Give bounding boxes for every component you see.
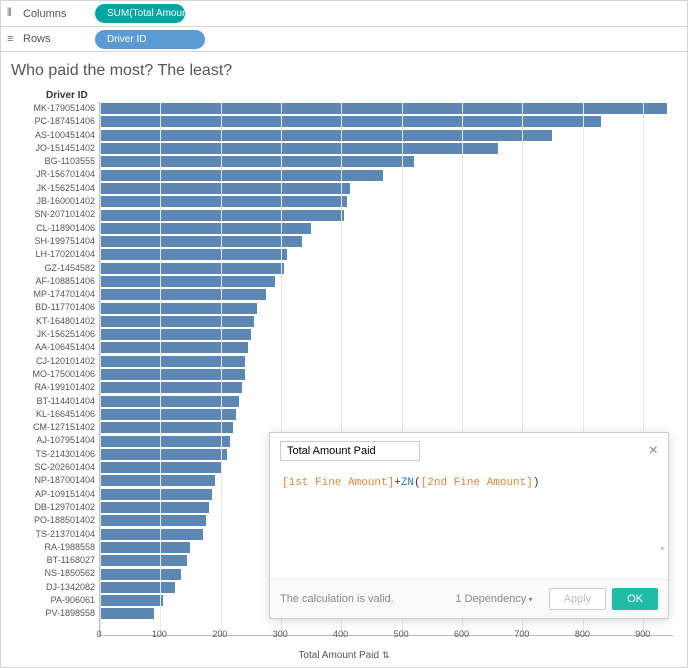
calculation-name-input[interactable] (280, 441, 420, 461)
bar[interactable] (100, 235, 673, 248)
bar[interactable] (100, 115, 673, 128)
sort-icon: ⇅ (382, 650, 390, 661)
dialog-footer: The calculation is valid. 1 Dependency A… (270, 579, 668, 618)
close-icon[interactable]: × (649, 443, 658, 459)
y-tick-label: GZ-1454582 (11, 262, 95, 275)
columns-pill[interactable]: SUM(Total Amount P... (95, 4, 185, 23)
x-tick: 300 (273, 629, 288, 639)
bar[interactable] (100, 262, 673, 275)
y-tick-label: BD-117701406 (11, 301, 95, 314)
expand-caret-icon[interactable]: ▸ (660, 543, 666, 555)
rows-label: Rows (23, 33, 95, 45)
dialog-header: × (270, 433, 668, 469)
bar[interactable] (100, 222, 673, 235)
y-tick-label: BT-1168027 (11, 554, 95, 567)
y-tick-label: SH-199751404 (11, 235, 95, 248)
ok-button[interactable]: OK (612, 588, 658, 610)
y-tick-label: BG-1103555 (11, 155, 95, 168)
y-tick-label: PA-906061 (11, 594, 95, 607)
y-tick-label: JB-160001402 (11, 195, 95, 208)
bar[interactable] (100, 315, 673, 328)
y-tick-label: JO-151451402 (11, 142, 95, 155)
y-tick-label: NS-1850562 (11, 567, 95, 580)
bar[interactable] (100, 368, 673, 381)
bar[interactable] (100, 208, 673, 221)
y-tick-label: TS-214301406 (11, 448, 95, 461)
y-tick-label: TS-213701404 (11, 528, 95, 541)
bar[interactable] (100, 195, 673, 208)
y-tick-label: MO-175001406 (11, 368, 95, 381)
formula-editor[interactable]: [1st Fine Amount]+ZN([2nd Fine Amount]) … (270, 469, 668, 579)
x-tick: 500 (394, 629, 409, 639)
validation-status: The calculation is valid. (280, 593, 394, 605)
chart-title: Who paid the most? The least? (11, 62, 673, 80)
y-tick-label: KL-166451406 (11, 408, 95, 421)
x-tick: 400 (333, 629, 348, 639)
columns-shelf[interactable]: ⦀ Columns SUM(Total Amount P... (0, 0, 688, 26)
bar[interactable] (100, 155, 673, 168)
columns-label: Columns (23, 8, 95, 20)
bar[interactable] (100, 168, 673, 181)
y-tick-label: KT-164801402 (11, 315, 95, 328)
bar[interactable] (100, 301, 673, 314)
y-tick-label: CM-127151402 (11, 421, 95, 434)
x-tick: 700 (514, 629, 529, 639)
y-tick-label: SN-207101402 (11, 208, 95, 221)
bar[interactable] (100, 355, 673, 368)
bar[interactable] (100, 328, 673, 341)
calculation-dialog: × [1st Fine Amount]+ZN([2nd Fine Amount]… (269, 432, 669, 619)
viz-area: Who paid the most? The least? Driver ID … (0, 52, 688, 668)
bar[interactable] (100, 248, 673, 261)
y-tick-label: AP-109151404 (11, 488, 95, 501)
x-axis-title: Total Amount Paid⇅ (298, 650, 389, 661)
y-tick-label: RA-1988558 (11, 541, 95, 554)
y-tick-label: PC-187451406 (11, 115, 95, 128)
y-tick-label: PO-188501402 (11, 514, 95, 527)
y-tick-label: AS-100451404 (11, 129, 95, 142)
rows-shelf[interactable]: ≡ Rows Driver ID (0, 26, 688, 52)
x-tick: 100 (152, 629, 167, 639)
y-tick-label: AJ-107951404 (11, 434, 95, 447)
bar[interactable] (100, 182, 673, 195)
y-tick-label: RA-199101402 (11, 381, 95, 394)
bar[interactable] (100, 102, 673, 115)
rows-icon: ≡ (7, 33, 19, 45)
columns-icon: ⦀ (7, 7, 19, 20)
y-tick-label: CJ-120101402 (11, 355, 95, 368)
y-tick-label: PV-1898558 (11, 607, 95, 620)
rows-pill[interactable]: Driver ID (95, 30, 205, 49)
bar[interactable] (100, 142, 673, 155)
y-tick-label: MP-174701404 (11, 288, 95, 301)
y-tick-label: SC-202601404 (11, 461, 95, 474)
y-tick-label: DJ-1342082 (11, 581, 95, 594)
x-tick: 600 (454, 629, 469, 639)
y-tick-label: JK-156251404 (11, 182, 95, 195)
bar[interactable] (100, 129, 673, 142)
dependency-dropdown[interactable]: 1 Dependency (455, 593, 532, 605)
y-tick-label: BT-114401404 (11, 395, 95, 408)
y-tick-label: AF-108851406 (11, 275, 95, 288)
bar[interactable] (100, 288, 673, 301)
x-tick: 900 (635, 629, 650, 639)
bar[interactable] (100, 381, 673, 394)
y-tick-label: CL-118901406 (11, 222, 95, 235)
y-tick-label: NP-187001404 (11, 474, 95, 487)
y-axis-labels: MK-179051406PC-187451406AS-100451404JO-1… (11, 88, 99, 636)
y-tick-label: JK-156251406 (11, 328, 95, 341)
x-tick: 800 (575, 629, 590, 639)
y-tick-label: LH-170201404 (11, 248, 95, 261)
x-tick: 200 (212, 629, 227, 639)
apply-button[interactable]: Apply (549, 588, 607, 610)
bar[interactable] (100, 341, 673, 354)
y-tick-label: DB-129701402 (11, 501, 95, 514)
bar[interactable] (100, 395, 673, 408)
y-tick-label: AA-106451404 (11, 341, 95, 354)
x-tick: 0 (96, 629, 101, 639)
y-axis-header: Driver ID (46, 90, 88, 101)
bar[interactable] (100, 408, 673, 421)
x-axis-ticks: 0 100 200 300 400 500 600 700 800 900 (99, 629, 673, 641)
bar[interactable] (100, 275, 673, 288)
y-tick-label: MK-179051406 (11, 102, 95, 115)
y-tick-label: JR-156701404 (11, 168, 95, 181)
